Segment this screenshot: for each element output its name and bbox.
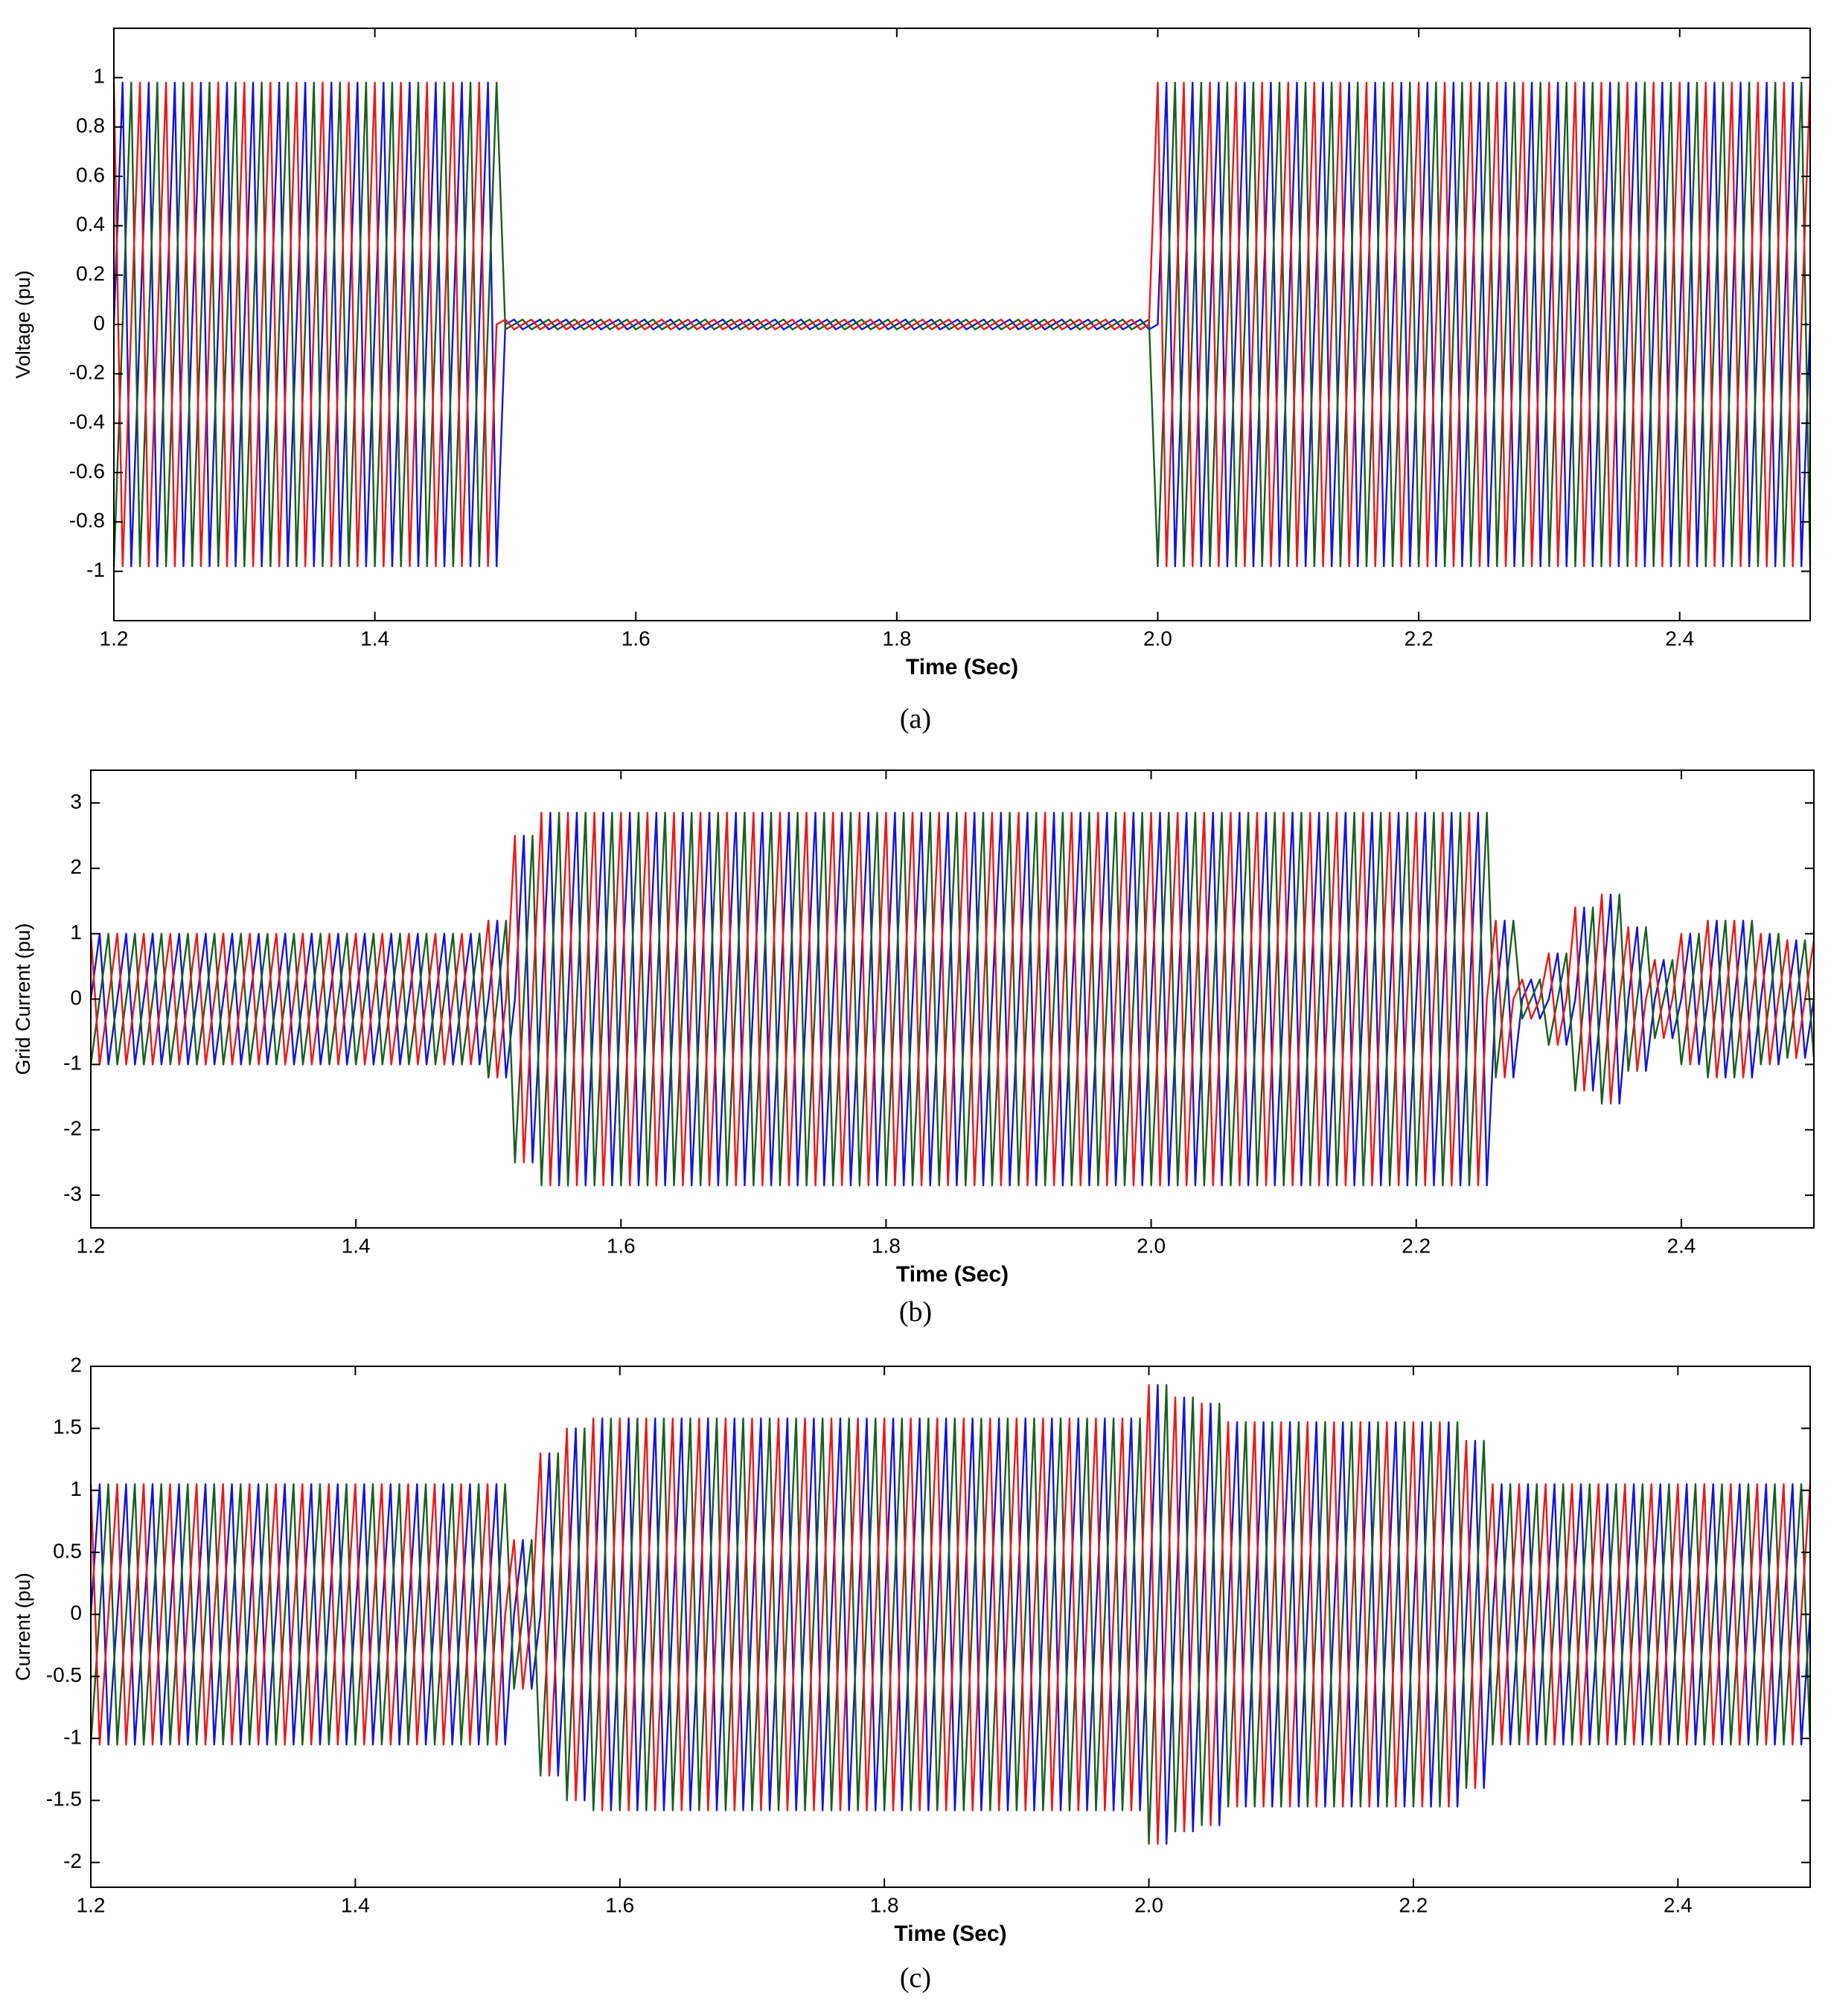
y-tick-label: 2 [70,855,82,878]
x-tick-label: 1.4 [360,627,389,650]
y-tick-label: 0.6 [76,163,105,186]
y-tick-label: -0.4 [69,410,105,433]
x-tick-label: 2.0 [1137,1234,1166,1257]
x-tick-label: 1.2 [100,627,129,650]
panel-caption: (c) [900,1962,931,1994]
y-tick-label: -1 [86,558,105,581]
phase-line [112,81,1812,568]
x-tick-label: 2.2 [1402,1234,1431,1257]
x-tick-label: 1.2 [77,1893,106,1916]
y-tick-label: 0 [70,1601,82,1625]
y-tick-label: 2 [70,1353,82,1376]
y-tick-label: -2 [63,1117,82,1140]
x-tick-label: 2.4 [1665,627,1694,650]
y-tick-label: 0.8 [76,114,105,137]
y-axis-label: Current (pu) [12,1572,34,1681]
x-tick-label: 2.2 [1405,627,1434,650]
x-tick-label: 1.4 [342,1234,371,1257]
x-axis-label: Time (Sec) [896,1262,1009,1287]
x-tick-label: 1.8 [882,627,911,650]
y-tick-label: -2 [63,1849,82,1872]
phase-line [89,1383,1812,1845]
x-tick-label: 2.0 [1134,1893,1163,1916]
x-axis-label: Time (Sec) [894,1921,1006,1946]
phase-line [112,81,1812,568]
y-tick-label: 3 [70,790,82,813]
y-tick-label: 0 [93,311,105,334]
y-tick-label: -0.5 [46,1663,82,1686]
x-tick-label: 1.8 [870,1893,899,1916]
y-tick-label: 1.5 [53,1415,82,1439]
y-tick-label: -0.2 [69,361,105,384]
panel-caption: (a) [900,703,931,735]
phase-line [89,1383,1812,1845]
panel-caption: (b) [899,1296,932,1328]
phase-line [89,811,1815,1187]
y-tick-label: -0.8 [69,509,105,532]
x-tick-label: 1.6 [607,1234,636,1257]
y-tick-label: 1 [70,921,82,944]
y-tick-label: 0 [70,986,82,1009]
y-tick-label: -1.5 [46,1788,82,1811]
x-tick-label: 2.0 [1143,627,1172,650]
x-axis-label: Time (Sec) [906,655,1018,679]
phase-line [89,811,1815,1187]
y-tick-label: 0.4 [76,213,105,236]
x-tick-label: 2.2 [1399,1893,1428,1916]
phase-line [89,1383,1812,1845]
y-tick-label: -0.6 [69,459,105,482]
y-tick-label: -3 [63,1182,82,1205]
y-tick-label: 1 [93,65,105,88]
y-tick-label: -1 [63,1052,82,1075]
y-tick-label: 0.5 [53,1539,82,1562]
y-axis-label: Voltage (pu) [12,270,34,379]
y-axis-label: Grid Current (pu) [12,923,34,1075]
x-tick-label: 2.4 [1667,1234,1696,1257]
y-tick-label: 1 [70,1477,82,1500]
plot-frame [90,1366,1811,1888]
y-tick-label: 0.2 [76,262,105,285]
phase-line [89,811,1815,1187]
x-tick-label: 1.8 [872,1234,901,1257]
y-tick-label: -1 [63,1725,82,1748]
x-tick-label: 1.6 [605,1893,634,1916]
phase-line [112,81,1812,568]
x-tick-label: 2.4 [1664,1893,1693,1916]
x-tick-label: 1.4 [341,1893,370,1916]
x-tick-label: 1.2 [77,1234,106,1257]
x-tick-label: 1.6 [621,627,651,650]
